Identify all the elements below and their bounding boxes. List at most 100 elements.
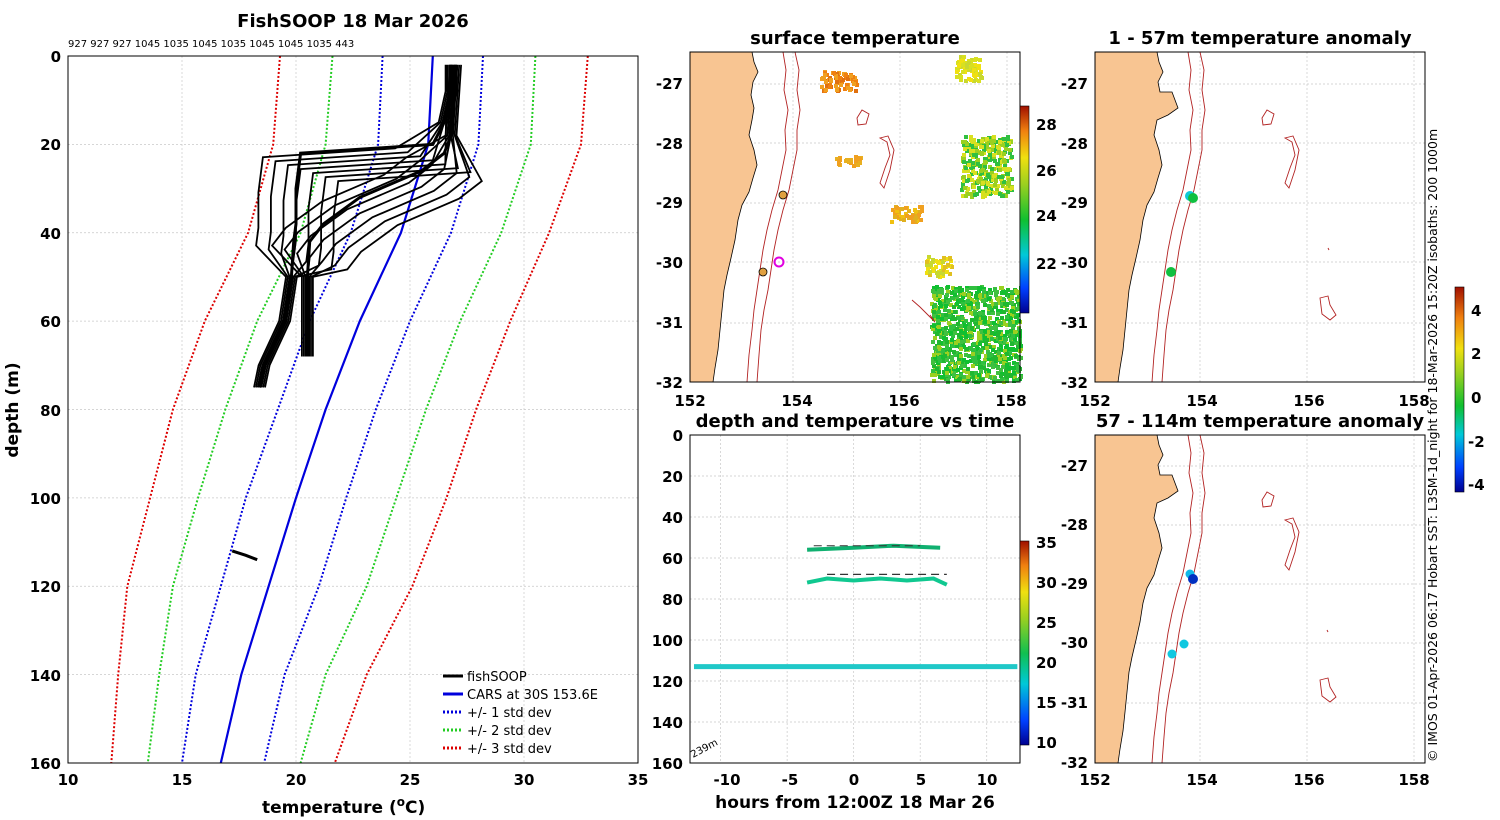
- anom2-lat-tick: -29: [1061, 575, 1088, 593]
- anom-colorbar: [1454, 286, 1465, 493]
- sst-pixel: [1011, 306, 1015, 310]
- sst-pixel: [977, 331, 981, 335]
- anom-cbar-tick: 0: [1471, 389, 1481, 407]
- sst-pixel: [978, 286, 982, 290]
- sst-pixel: [992, 321, 996, 325]
- sst-pixel: [1017, 302, 1021, 306]
- time-y-tick: 120: [652, 673, 683, 691]
- sst-pixel: [823, 73, 827, 77]
- sst-pixel: [934, 265, 938, 269]
- sst-pixel: [914, 216, 918, 220]
- sst-pixel: [990, 337, 994, 341]
- sst-pixel: [994, 173, 998, 177]
- sst-pixel: [1010, 295, 1014, 299]
- sst-lon-tick: 156: [888, 392, 919, 410]
- anom-cbar-tick: -2: [1468, 433, 1485, 451]
- sst-pixel: [971, 348, 975, 352]
- time-cbar-tick: 30: [1036, 574, 1057, 592]
- sst-pixel: [960, 364, 964, 368]
- sst-pixel: [946, 290, 950, 294]
- sst-pixel: [900, 207, 904, 211]
- anom1-lon-tick: 158: [1398, 392, 1429, 410]
- profile-y-tick: 20: [40, 136, 61, 154]
- fishsoop-cast-line: [231, 549, 258, 562]
- sst-lat-tick: -29: [656, 194, 683, 212]
- sst-pixel: [925, 260, 929, 264]
- sst-pixel: [1001, 184, 1005, 188]
- sst-pixel: [1004, 186, 1008, 190]
- sst-pixel: [918, 205, 922, 209]
- sst-pixel: [931, 327, 935, 331]
- sst-pixel: [942, 359, 946, 363]
- sst-pixel: [962, 375, 966, 379]
- sst-pixel: [990, 357, 994, 361]
- sst-pixel: [1008, 151, 1012, 155]
- fishsoop-cast-line: [270, 64, 451, 357]
- sst-pixel: [986, 320, 990, 324]
- fishsoop-cast-line: [256, 64, 451, 388]
- fishsoop-cast-line: [308, 64, 459, 357]
- sst-pixel: [1014, 341, 1018, 345]
- sst-pixel: [945, 270, 949, 274]
- sst-pixel: [992, 345, 996, 349]
- sst-pixel: [988, 288, 992, 292]
- sst-pixel: [974, 354, 978, 358]
- legend-label: fishSOOP: [467, 670, 527, 685]
- sst-pixel: [947, 321, 951, 325]
- sst-pixel: [956, 368, 960, 372]
- sst-pixel: [955, 375, 959, 379]
- sst-map: surface temperature 152 154 156 158 -27 …: [656, 28, 1057, 410]
- sst-pixel: [965, 179, 969, 183]
- sst-pixel: [1003, 349, 1007, 353]
- anom1-lat-tick: -28: [1061, 135, 1088, 153]
- sst-pixel: [932, 291, 936, 295]
- sst-pixel: [1010, 155, 1014, 159]
- sst-pixel: [1001, 194, 1005, 198]
- sst-pixel: [992, 153, 996, 157]
- sst-pixel: [957, 378, 961, 382]
- sst-pixel: [917, 213, 921, 217]
- sst-pixel: [1005, 143, 1009, 147]
- sst-pixel: [1006, 190, 1010, 194]
- sst-pixel: [974, 294, 978, 298]
- sst-pixel: [979, 177, 983, 181]
- sst-pixel: [995, 317, 999, 321]
- sst-pixel: [960, 188, 964, 192]
- sst-pixel: [968, 334, 972, 338]
- sst-pixel: [911, 220, 915, 224]
- sst-pixel: [988, 375, 992, 379]
- sst-pixel: [990, 331, 994, 335]
- sst-pixel: [933, 336, 937, 340]
- sst-pixel: [959, 298, 963, 302]
- sst-pixel: [938, 301, 942, 305]
- sst-pixel: [1014, 348, 1018, 352]
- anom1-lon-tick: 156: [1293, 392, 1324, 410]
- sst-pixel: [976, 325, 980, 329]
- sst-pixel: [1012, 361, 1016, 365]
- sst-pixel: [977, 79, 981, 83]
- sst-pixel: [1007, 167, 1011, 171]
- profile-xlabel: temperature (oC): [262, 795, 425, 818]
- time-cbar-tick: 20: [1036, 654, 1057, 672]
- sst-pixel: [891, 208, 895, 212]
- sst-pixel: [895, 206, 899, 210]
- sst-pixel: [1008, 148, 1012, 152]
- sst-lat-tick: -28: [656, 135, 683, 153]
- sst-pixel: [928, 273, 932, 277]
- sst-pixel: [975, 344, 979, 348]
- time-cbar-tick: 15: [1036, 694, 1057, 712]
- sst-pixel: [984, 298, 988, 302]
- sst-pixel: [977, 360, 981, 364]
- sst-pixel: [938, 359, 942, 363]
- sst-pixel: [967, 77, 971, 81]
- sst-pixel: [999, 348, 1003, 352]
- sst-pixel: [981, 361, 985, 365]
- sst-pixel: [969, 149, 973, 153]
- sst-pixel: [980, 139, 984, 143]
- anom2-frame: [1094, 434, 1426, 764]
- sst-pixel: [975, 149, 979, 153]
- sst-pixel: [834, 74, 838, 78]
- sst-pixel: [854, 89, 858, 93]
- time-x-tick: 0: [849, 771, 859, 789]
- sst-pixel: [951, 334, 955, 338]
